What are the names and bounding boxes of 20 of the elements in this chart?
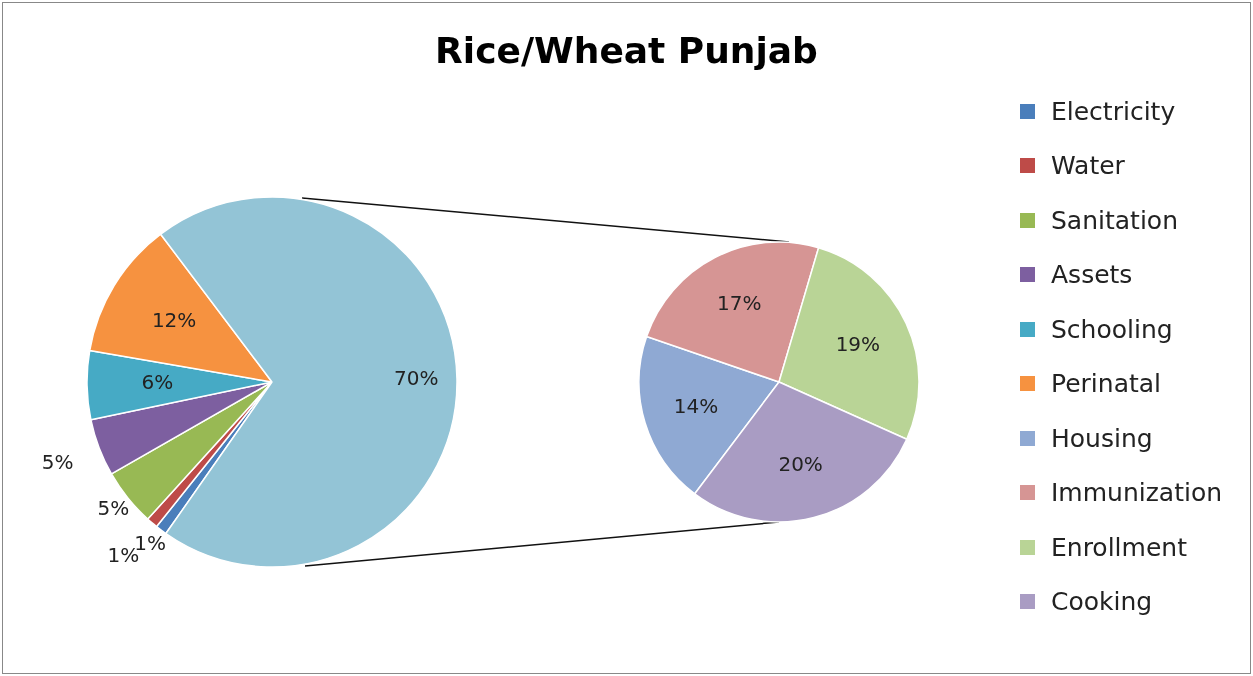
legend-label: Immunization [1051,478,1223,508]
legend-label: Enrollment [1051,532,1187,562]
data-label: 5% [41,449,74,474]
legend-label: Electricity [1051,96,1176,126]
data-label: 14% [673,393,719,418]
chart-title: Rice/Wheat Punjab [434,30,819,71]
data-label: 5% [97,495,130,520]
legend-label: Cooking [1051,587,1153,617]
legend-label: Housing [1051,423,1153,453]
data-label: 6% [141,370,174,395]
legend-label: Sanitation [1051,205,1178,235]
legend-label: Assets [1051,260,1133,290]
data-label: 12% [151,308,197,333]
data-label: 70% [394,365,439,390]
legend-label: Schooling [1051,314,1173,344]
legend-label: Water [1051,151,1125,181]
data-label: 20% [778,452,823,477]
data-label: 19% [835,331,881,356]
legend-label: Perinatal [1051,369,1162,399]
data-label: 17% [716,291,762,316]
